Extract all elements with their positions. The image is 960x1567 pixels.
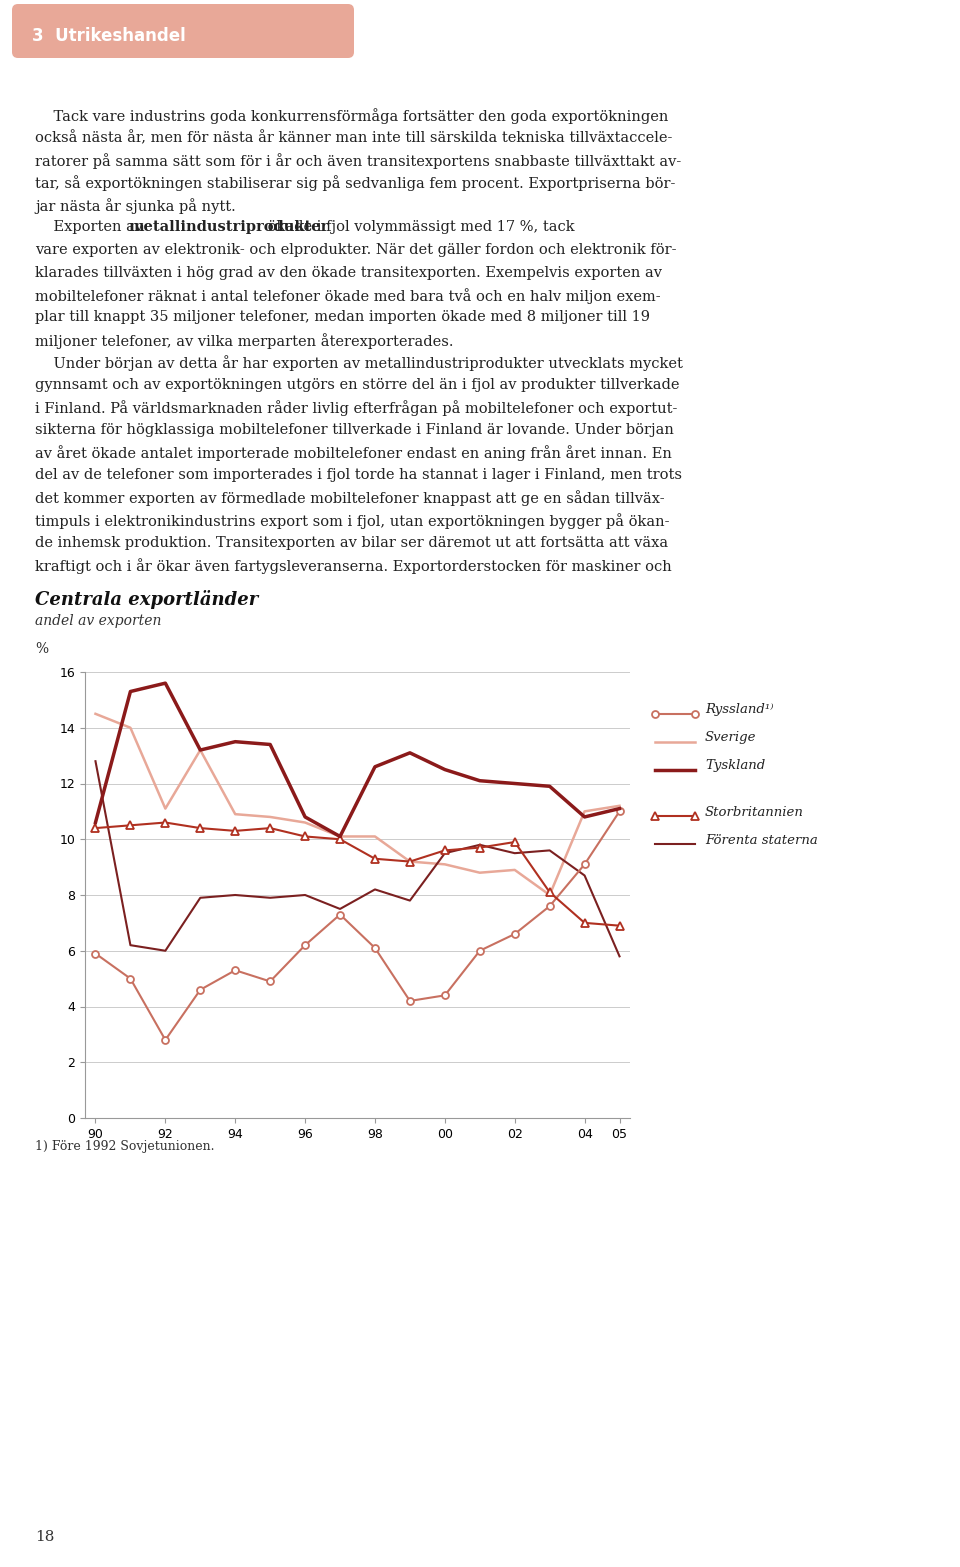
Text: miljoner telefoner, av vilka merparten återexporterades.: miljoner telefoner, av vilka merparten å… [35, 334, 453, 349]
Text: Storbritannien: Storbritannien [705, 805, 804, 818]
Text: 3  Utrikeshandel: 3 Utrikeshandel [32, 27, 185, 45]
Text: sikterna för högklassiga mobiltelefoner tillverkade i Finland är lovande. Under : sikterna för högklassiga mobiltelefoner … [35, 423, 674, 437]
Text: Centrala exportländer: Centrala exportländer [35, 591, 258, 610]
Text: %: % [35, 642, 48, 657]
Text: kraftigt och i år ökar även fartygsleveranserna. Exportorderstocken för maskiner: kraftigt och i år ökar även fartygslever… [35, 558, 672, 574]
Text: Ryssland¹⁾: Ryssland¹⁾ [705, 704, 774, 716]
Text: Under början av detta år har exporten av metallindustriprodukter utvecklats myck: Under början av detta år har exporten av… [35, 356, 683, 371]
Text: klarades tillväxten i hög grad av den ökade transitexporten. Exempelvis exporten: klarades tillväxten i hög grad av den ök… [35, 265, 662, 279]
Text: också nästa år, men för nästa år känner man inte till särskilda tekniska tillväx: också nästa år, men för nästa år känner … [35, 130, 672, 146]
Text: ratorer på samma sätt som för i år och även transitexportens snabbaste tillväxtt: ratorer på samma sätt som för i år och ä… [35, 154, 682, 169]
Text: jar nästa år sjunka på nytt.: jar nästa år sjunka på nytt. [35, 197, 236, 213]
Text: metallindustriprodukter: metallindustriprodukter [129, 221, 329, 235]
Text: 18: 18 [35, 1529, 55, 1543]
Text: gynnsamt och av exportökningen utgörs en större del än i fjol av produkter tillv: gynnsamt och av exportökningen utgörs en… [35, 378, 680, 392]
Text: Tack vare industrins goda konkurrensförmåga fortsätter den goda exportökningen: Tack vare industrins goda konkurrensförm… [35, 108, 668, 124]
Text: plar till knappt 35 miljoner telefoner, medan importen ökade med 8 miljoner till: plar till knappt 35 miljoner telefoner, … [35, 310, 650, 324]
Text: del av de telefoner som importerades i fjol torde ha stannat i lager i Finland, : del av de telefoner som importerades i f… [35, 469, 682, 483]
Text: timpuls i elektronikindustrins export som i fjol, utan exportökningen bygger på : timpuls i elektronikindustrins export so… [35, 512, 669, 530]
Text: Förenta staterna: Förenta staterna [705, 834, 818, 846]
Text: andel av exporten: andel av exporten [35, 614, 161, 628]
Text: av året ökade antalet importerade mobiltelefoner endast en aning från året innan: av året ökade antalet importerade mobilt… [35, 445, 672, 461]
Text: mobiltelefoner räknat i antal telefoner ökade med bara två och en halv miljon ex: mobiltelefoner räknat i antal telefoner … [35, 288, 660, 304]
Text: de inhemsk produktion. Transitexporten av bilar ser däremot ut att fortsätta att: de inhemsk produktion. Transitexporten a… [35, 536, 668, 550]
Text: vare exporten av elektronik- och elprodukter. När det gäller fordon och elektron: vare exporten av elektronik- och elprodu… [35, 243, 677, 257]
Text: i Finland. På världsmarknaden råder livlig efterfrågan på mobiltelefoner och exp: i Finland. På världsmarknaden råder livl… [35, 401, 678, 417]
FancyBboxPatch shape [12, 5, 354, 58]
Text: ökade i fjol volymmässigt med 17 %, tack: ökade i fjol volymmässigt med 17 %, tack [263, 221, 575, 235]
Text: 1) Före 1992 Sovjetunionen.: 1) Före 1992 Sovjetunionen. [35, 1141, 214, 1153]
Text: Exporten av: Exporten av [35, 221, 148, 235]
Text: Sverige: Sverige [705, 732, 756, 744]
Text: det kommer exporten av förmedlade mobiltelefoner knappast att ge en sådan tillvä: det kommer exporten av förmedlade mobilt… [35, 490, 664, 506]
Text: Tyskland: Tyskland [705, 760, 765, 773]
Text: tar, så exportökningen stabiliserar sig på sedvanliga fem procent. Exportprisern: tar, så exportökningen stabiliserar sig … [35, 176, 676, 191]
